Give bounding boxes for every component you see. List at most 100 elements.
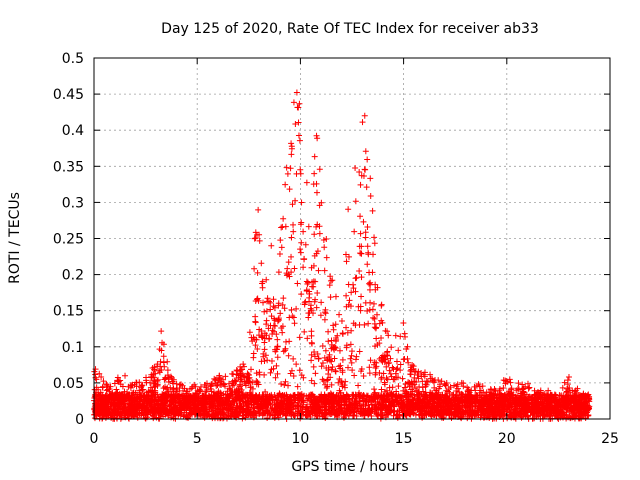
data-point [216, 375, 223, 382]
data-point [535, 401, 542, 408]
data-point [299, 398, 306, 405]
data-point [268, 242, 275, 249]
data-point [519, 381, 526, 388]
data-point [248, 401, 255, 408]
data-point [548, 408, 555, 415]
data-point [507, 395, 514, 402]
data-point [156, 369, 163, 376]
data-point [286, 186, 293, 193]
data-point [298, 219, 305, 226]
data-point [517, 394, 524, 401]
data-point [150, 380, 157, 387]
data-point [329, 364, 336, 371]
data-point [356, 243, 363, 250]
data-point [393, 358, 400, 365]
data-point [158, 397, 165, 404]
data-point [559, 384, 566, 391]
data-point [260, 398, 267, 405]
data-point [204, 411, 211, 418]
data-point [346, 297, 353, 304]
data-point [289, 201, 296, 208]
data-point [313, 180, 320, 187]
data-point [278, 381, 285, 387]
data-point [295, 104, 302, 111]
data-point [485, 398, 492, 405]
data-point [100, 402, 107, 409]
data-point [264, 357, 271, 364]
data-point [150, 366, 157, 373]
data-point [416, 392, 423, 399]
data-point [372, 286, 379, 293]
data-points [91, 89, 593, 422]
data-point [281, 392, 288, 399]
data-point [294, 280, 301, 287]
data-point [358, 250, 365, 257]
data-point [310, 283, 317, 290]
data-point [328, 381, 335, 388]
data-point [195, 404, 202, 411]
data-point [363, 184, 370, 191]
data-point [515, 380, 522, 387]
data-point [356, 389, 363, 396]
data-point [465, 392, 472, 399]
data-point [251, 265, 258, 272]
data-point [524, 380, 531, 387]
data-point [209, 407, 216, 414]
data-point [378, 302, 385, 309]
data-point [395, 347, 402, 354]
data-point [525, 385, 532, 392]
data-point [274, 354, 281, 361]
data-point [267, 306, 274, 313]
data-point [239, 392, 246, 399]
data-point [382, 327, 389, 334]
data-point [151, 383, 158, 390]
data-point [220, 400, 227, 407]
data-point [268, 410, 275, 417]
data-point [271, 391, 278, 398]
data-point [252, 229, 259, 236]
data-point [290, 221, 297, 228]
data-point [321, 244, 328, 251]
data-point [192, 406, 199, 413]
data-point [330, 403, 337, 410]
data-point [465, 409, 472, 416]
data-point [418, 404, 425, 411]
data-point [174, 408, 181, 415]
data-point [306, 298, 313, 305]
data-point [570, 412, 577, 419]
data-point [311, 393, 318, 400]
data-point [231, 412, 238, 419]
data-point [423, 381, 430, 388]
data-point [564, 391, 571, 398]
data-point [411, 378, 418, 385]
data-point [113, 400, 120, 407]
data-point [296, 393, 303, 400]
data-point [261, 403, 268, 410]
data-point [378, 392, 385, 399]
data-point [185, 399, 192, 406]
data-point [338, 317, 345, 324]
data-point [285, 382, 292, 389]
data-point [303, 179, 310, 186]
data-point [188, 385, 195, 392]
data-point [275, 300, 282, 307]
data-point [303, 412, 310, 419]
data-point [288, 145, 295, 152]
data-point [274, 401, 281, 408]
data-point [274, 370, 281, 377]
data-point [327, 374, 334, 381]
data-point [282, 378, 289, 385]
data-point [471, 383, 478, 390]
data-point [316, 230, 323, 237]
data-point [103, 387, 110, 394]
data-point [240, 361, 247, 368]
data-point [378, 317, 385, 324]
data-point [401, 384, 408, 391]
data-point [288, 253, 295, 260]
data-point [259, 284, 266, 291]
data-point [238, 366, 245, 373]
data-point [356, 348, 363, 355]
data-point [336, 347, 343, 354]
data-point [296, 334, 303, 341]
